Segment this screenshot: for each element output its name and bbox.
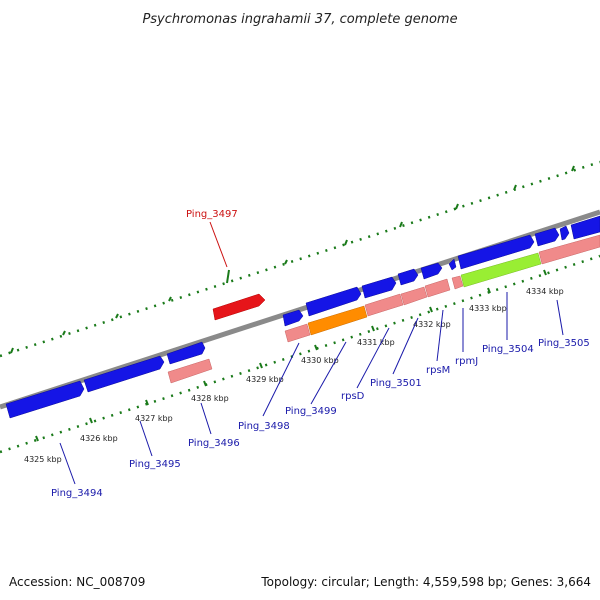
tick (571, 165, 575, 172)
tick (399, 221, 403, 228)
tick (168, 296, 172, 302)
tick (62, 330, 66, 336)
tick (284, 259, 288, 265)
tick (487, 287, 491, 294)
kbp-label: 4325 kbp (24, 455, 62, 464)
leader-Ping_3501 (392, 317, 419, 375)
lower-dotted-line (0, 254, 600, 454)
leader-Ping_3497 (209, 221, 228, 268)
leader-Ping_3495 (139, 420, 153, 457)
leader-Ping_3499 (310, 341, 347, 405)
leader-Ping_3498 (262, 342, 300, 417)
feature-Ping_3496 (167, 358, 213, 384)
tick (314, 344, 318, 351)
tick (513, 184, 517, 191)
accession-text: Accession: NC_008709 (9, 575, 145, 589)
leader-Ping_3496 (200, 402, 212, 435)
gene-Ping_3494 (5, 380, 85, 419)
kbp-labels: 4325 kbp 4326 kbp 4327 kbp 4328 kbp 4329… (24, 287, 564, 464)
upper-dotted-line (0, 160, 600, 358)
gene-label-Ping_3495: Ping_3495 (129, 459, 181, 470)
feature-Ping_3505 (538, 234, 600, 265)
leader-lines (59, 221, 564, 485)
gene-label-rpmJ: rpmJ (455, 356, 478, 367)
gene-Ping_3496 (166, 341, 206, 365)
gene-rpsD (361, 276, 397, 299)
gene-label-rpsM: rpsM (426, 365, 450, 376)
gene-Ping_3505-a (534, 227, 560, 247)
gene-rpsM (420, 262, 443, 280)
genome-summary-text: Topology: circular; Length: 4,559,598 bp… (260, 575, 591, 589)
gene-Ping_3497 (212, 293, 266, 321)
tick (344, 239, 348, 246)
feature-Ping_3504 (460, 252, 542, 288)
kbp-label: 4331 kbp (357, 338, 395, 347)
gene-label-rpsD: rpsD (341, 391, 365, 402)
kbp-label: 4326 kbp (80, 434, 118, 443)
reverse-strand-genes (212, 293, 266, 321)
tick (259, 362, 263, 369)
gene-Ping_3504 (457, 234, 535, 270)
gene-label-Ping_3494: Ping_3494 (51, 488, 103, 499)
kbp-label: 4332 kbp (413, 320, 451, 329)
feature-rpsD (364, 293, 404, 317)
leader-rpsD (356, 327, 390, 389)
kbp-label: 4334 kbp (526, 287, 564, 296)
tick (10, 347, 14, 354)
kbp-label: 4330 kbp (301, 356, 339, 365)
tick (203, 380, 207, 387)
feature-Ping_3499 (307, 305, 368, 336)
feature-Ping_3498 (284, 323, 311, 343)
tick (89, 417, 93, 424)
feature-bars (167, 234, 600, 384)
gene-label-Ping_3501: Ping_3501 (370, 378, 422, 389)
lower-tick-track (0, 254, 600, 454)
tick (429, 306, 433, 313)
tick (543, 269, 547, 276)
kbp-label: 4329 kbp (246, 375, 284, 384)
leader-rpsM (436, 309, 444, 362)
gene-label-Ping_3498: Ping_3498 (238, 421, 290, 432)
feature-rpmJ (451, 275, 464, 290)
gene-label-Ping_3499: Ping_3499 (285, 406, 337, 417)
gene-Ping_3505-c (570, 215, 600, 240)
gene-Ping_3495 (83, 355, 165, 393)
kbp-label: 4328 kbp (191, 394, 229, 403)
tick-major (226, 269, 230, 284)
gene-Ping_3505-b (559, 225, 570, 241)
upper-tick-track (0, 160, 600, 358)
gene-Ping_3498 (282, 309, 304, 327)
gene-label-Ping_3496: Ping_3496 (188, 438, 240, 449)
feature-rpsM (424, 278, 451, 298)
gene-labels: Ping_3494 Ping_3495 Ping_3496 Ping_3497 … (51, 209, 590, 499)
tick (115, 313, 119, 319)
gene-Ping_3501 (397, 268, 419, 286)
kbp-label: 4333 kbp (469, 304, 507, 313)
gene-label-Ping_3497: Ping_3497 (186, 209, 238, 220)
tick (371, 325, 375, 332)
leader-Ping_3505 (556, 299, 564, 336)
feature-Ping_3501 (400, 286, 428, 306)
map-title: Psychromonas ingrahamii 37, complete gen… (142, 12, 457, 27)
gene-rpmJ (448, 258, 457, 271)
leader-Ping_3494 (59, 442, 76, 485)
tick (35, 435, 39, 442)
tick (455, 203, 459, 210)
gene-label-Ping_3505: Ping_3505 (538, 338, 590, 349)
tick (145, 399, 149, 406)
gene-label-Ping_3504: Ping_3504 (482, 344, 534, 355)
forward-strand-genes (5, 215, 600, 419)
gene-Ping_3499 (305, 286, 362, 317)
kbp-label: 4327 kbp (135, 414, 173, 423)
